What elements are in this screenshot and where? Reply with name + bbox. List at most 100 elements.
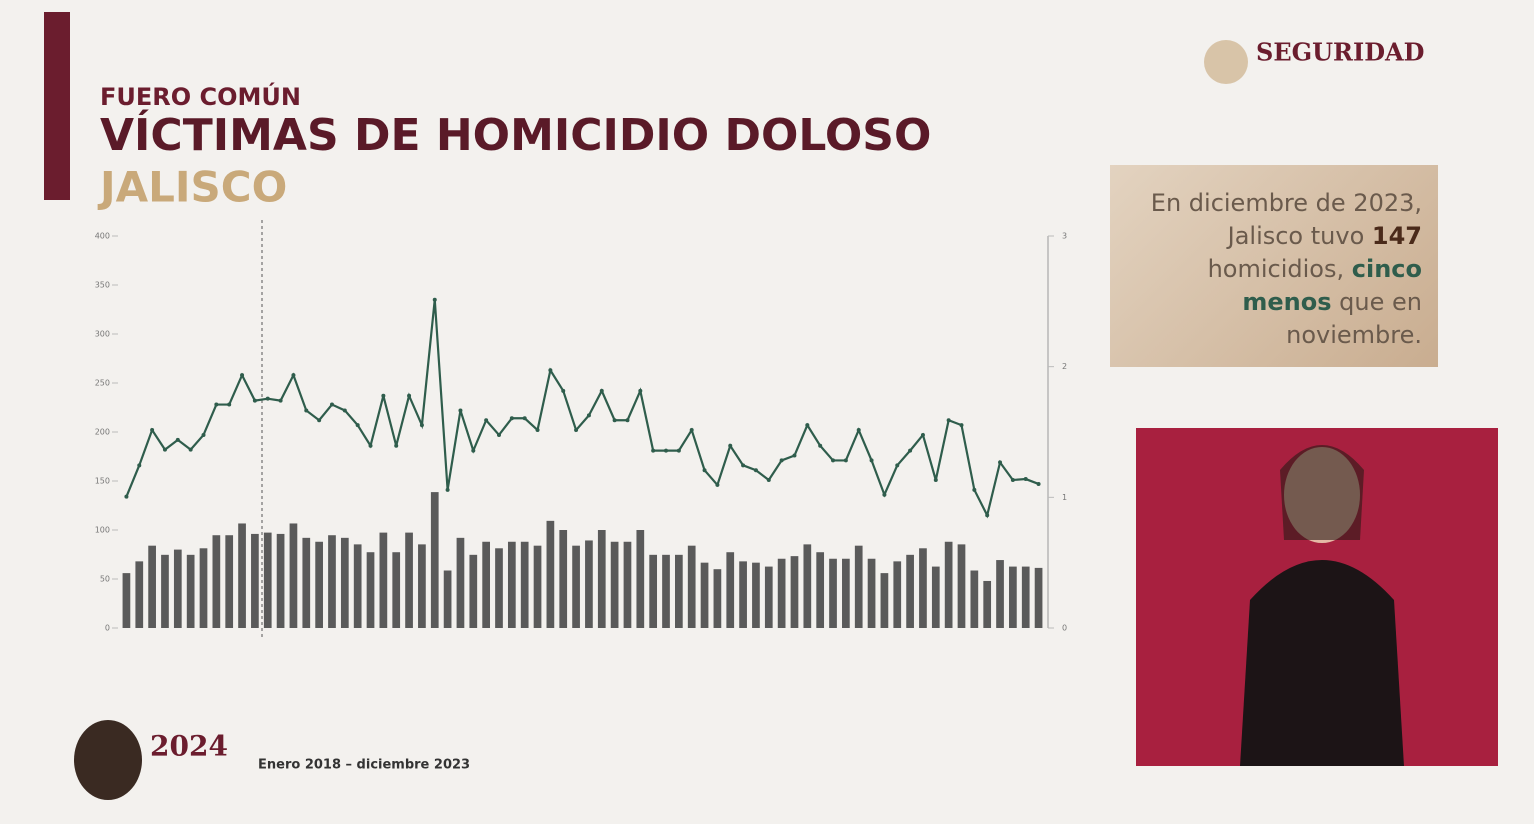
bar xyxy=(597,530,606,628)
bar xyxy=(456,537,465,628)
line-point xyxy=(355,423,360,428)
callout-text: que en xyxy=(1339,288,1422,316)
bar xyxy=(623,541,632,628)
line-point xyxy=(329,402,334,407)
chart: 0 50 100 150 200 250 300 350 400 0 1 2 3 xyxy=(95,232,1067,633)
bar xyxy=(340,537,349,628)
line-point xyxy=(869,458,874,463)
line-point xyxy=(972,487,977,492)
line-point xyxy=(265,396,270,401)
line-point xyxy=(548,368,553,373)
bar xyxy=(931,566,940,628)
y2-tick-label: 3 xyxy=(1062,232,1067,241)
line-point xyxy=(586,413,591,418)
line-point xyxy=(394,443,399,448)
bar xyxy=(225,535,234,628)
line-point xyxy=(895,463,900,468)
bar xyxy=(854,545,863,628)
bar xyxy=(520,541,529,628)
period: Enero 2018 – diciembre 2023 xyxy=(258,758,470,773)
bar xyxy=(713,569,722,628)
line-point xyxy=(124,494,129,499)
bar xyxy=(353,544,362,628)
line-point xyxy=(689,428,694,433)
line-point xyxy=(561,388,566,393)
line-point xyxy=(612,418,617,423)
line-point xyxy=(728,443,733,448)
bar xyxy=(636,530,645,628)
bar xyxy=(276,533,285,628)
y-tick-label: 400 xyxy=(95,232,110,241)
logo-emblem xyxy=(1204,40,1248,84)
bar xyxy=(469,554,478,628)
line-point xyxy=(651,448,656,453)
callout-highlight: cinco xyxy=(1351,255,1422,283)
bar xyxy=(764,566,773,628)
line-point xyxy=(831,458,836,463)
badge: 2024 xyxy=(150,730,228,763)
y-tick-label: 100 xyxy=(95,526,110,535)
bar xyxy=(366,552,375,628)
line-point xyxy=(818,443,823,448)
y-tick-label: 50 xyxy=(100,575,110,584)
bar xyxy=(996,560,1004,628)
bar xyxy=(161,554,169,628)
line-point xyxy=(638,388,643,393)
bar xyxy=(1034,567,1043,628)
bar xyxy=(546,520,555,628)
logo-text: SEGURIDAD xyxy=(1256,38,1424,67)
bar xyxy=(212,535,221,628)
line-point xyxy=(920,432,925,437)
bar xyxy=(585,540,593,628)
y-tick-label: 350 xyxy=(95,281,110,290)
callout-text: En diciembre de 2023, xyxy=(1150,189,1422,217)
bar xyxy=(829,558,837,628)
line-point xyxy=(766,478,771,483)
line-point xyxy=(946,418,951,423)
line-point xyxy=(908,448,913,453)
y-tick-label: 150 xyxy=(95,477,110,486)
line-point xyxy=(162,447,167,452)
y-tick-label: 250 xyxy=(95,379,110,388)
y2-tick-label: 2 xyxy=(1062,362,1067,371)
bar xyxy=(263,532,272,628)
line-point xyxy=(535,428,540,433)
line-point xyxy=(715,482,720,487)
line-point xyxy=(458,408,463,413)
bar xyxy=(983,580,992,628)
bar xyxy=(418,544,426,628)
line-point xyxy=(304,408,309,413)
accent-bar xyxy=(44,12,70,200)
bar xyxy=(880,573,889,628)
bar xyxy=(148,545,156,628)
interpreter-body xyxy=(1240,560,1404,766)
bar xyxy=(1009,566,1017,628)
line-point xyxy=(278,398,283,403)
bar xyxy=(675,554,683,628)
bar xyxy=(430,492,439,628)
line-point xyxy=(985,513,990,518)
line-point xyxy=(574,428,579,433)
bar xyxy=(122,573,131,628)
subtitle: JALISCO xyxy=(97,163,287,212)
bar xyxy=(199,548,208,628)
bar xyxy=(944,541,953,628)
y2-tick-label: 1 xyxy=(1062,493,1067,502)
bar xyxy=(328,535,336,628)
line-point xyxy=(227,402,232,407)
line-point xyxy=(599,388,604,393)
bar xyxy=(919,548,927,628)
line-point xyxy=(522,416,527,421)
line-point xyxy=(188,447,193,452)
bar xyxy=(816,552,825,628)
line-point xyxy=(792,453,797,458)
line-point xyxy=(419,423,424,428)
line-point xyxy=(998,460,1003,465)
bar xyxy=(970,570,979,628)
line-point xyxy=(291,373,296,378)
bar xyxy=(726,552,735,628)
line-point xyxy=(753,468,758,473)
bar xyxy=(610,541,619,628)
